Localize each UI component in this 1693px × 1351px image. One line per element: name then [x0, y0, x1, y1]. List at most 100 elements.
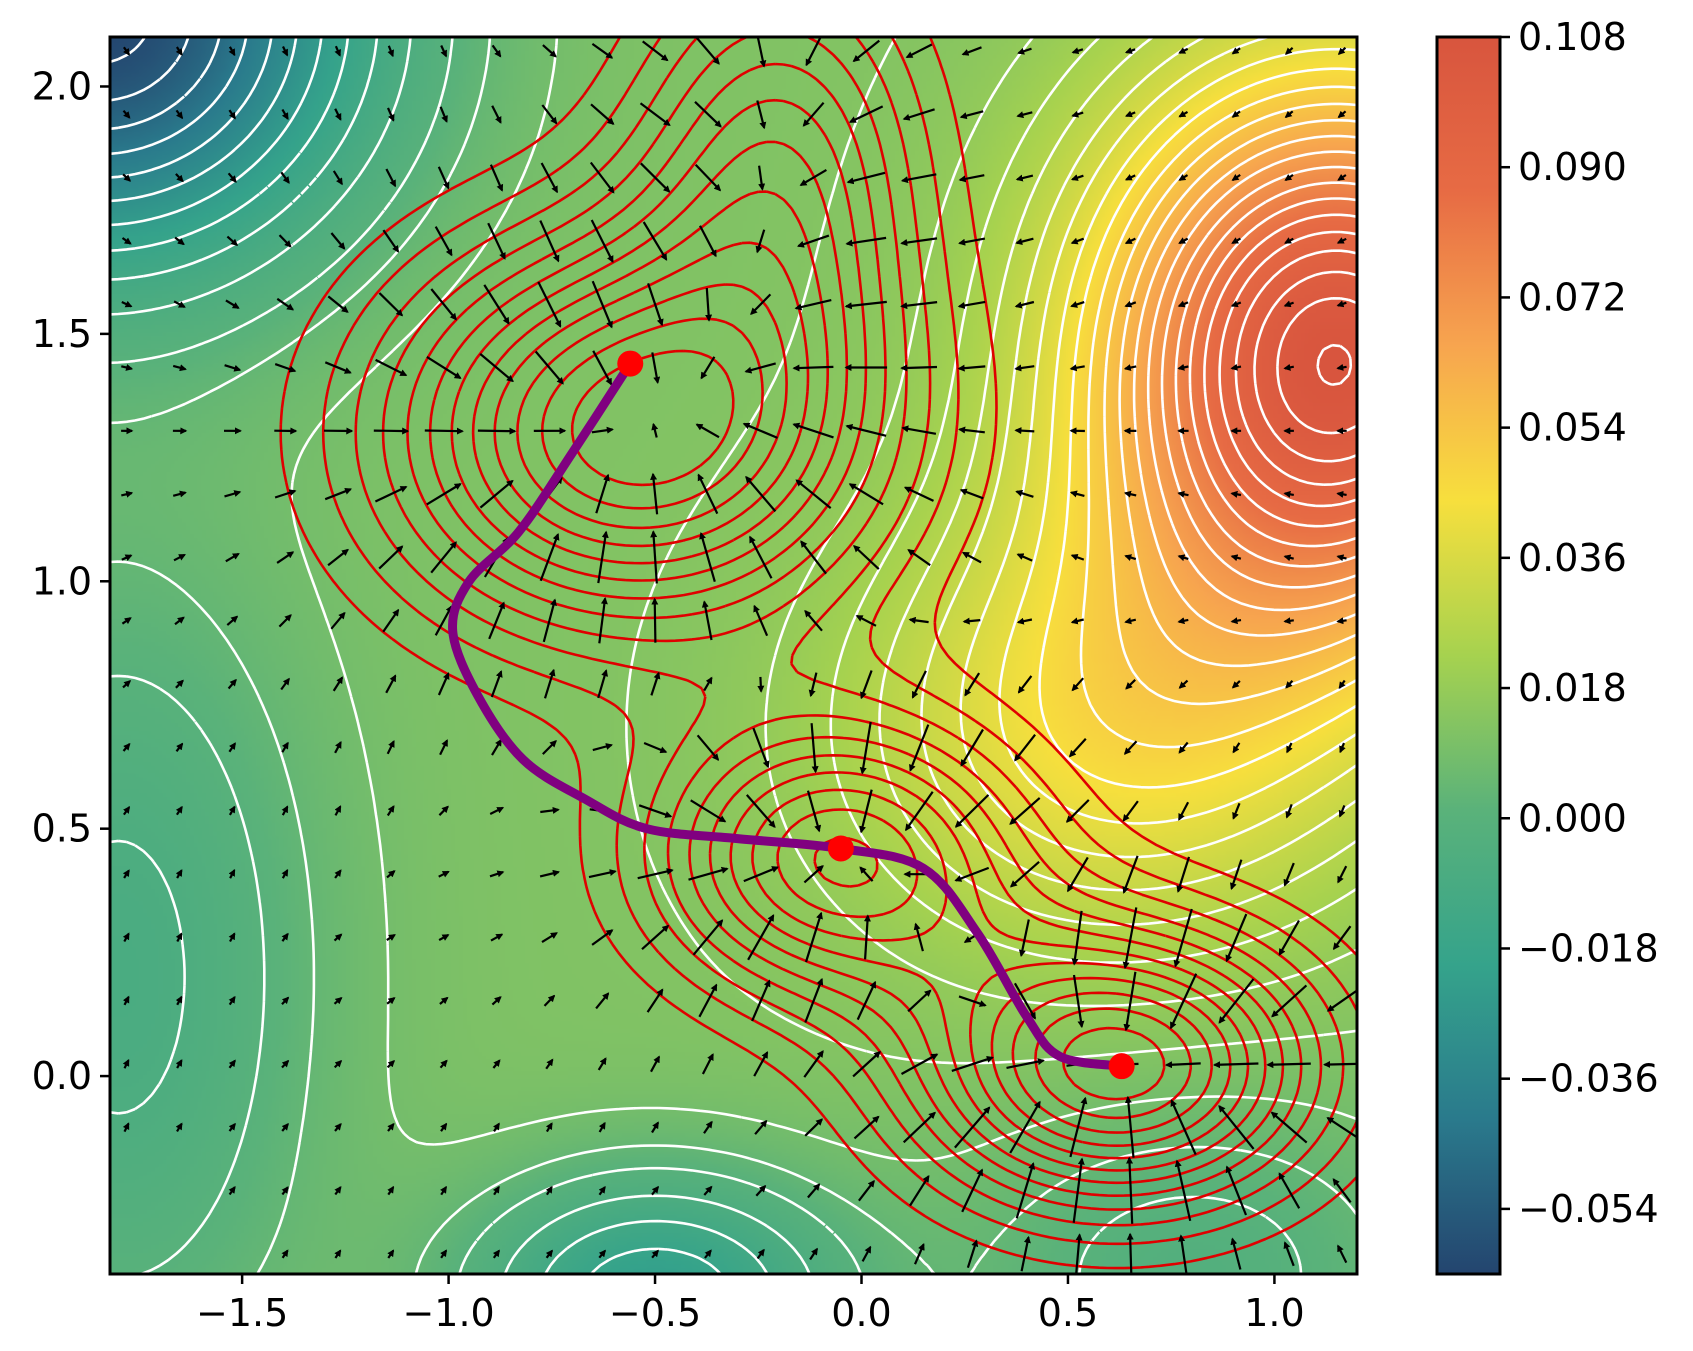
gradient-arrow — [122, 46, 131, 56]
gradient-arrow — [859, 789, 873, 834]
gradient-arrow — [1284, 237, 1294, 244]
gradient-arrow — [1018, 919, 1030, 957]
x-tick-label: −1.5 — [196, 1291, 288, 1335]
trajectory-path — [448, 359, 1127, 1071]
gradient-arrow — [959, 110, 984, 120]
negative-contours — [110, 37, 1303, 1274]
gradient-arrow — [489, 870, 505, 878]
gradient-arrow — [1069, 1096, 1088, 1158]
gradient-arrow — [1016, 111, 1033, 119]
gradient-arrow — [697, 473, 719, 515]
gradient-arrow — [1278, 919, 1300, 956]
gradient-arrow — [491, 996, 502, 1006]
gradient-arrow — [386, 805, 395, 817]
gradient-arrow — [539, 869, 560, 878]
gradient-arrow — [650, 671, 661, 696]
gradient-arrow — [437, 672, 450, 696]
gradient-arrow — [1326, 989, 1357, 1012]
gradient-arrow — [122, 995, 130, 1006]
gradient-arrow — [1229, 859, 1243, 891]
colorbar: 0.108 0.090 0.072 0.054 0.036 0.018 0.000 −0.01… — [1435, 15, 1659, 1276]
gradient-arrow — [1070, 617, 1084, 625]
gradient-arrow — [281, 805, 289, 816]
gradient-arrow — [808, 672, 818, 698]
gradient-arrow — [1230, 300, 1242, 308]
gradient-arrow — [334, 1249, 342, 1259]
gradient-arrow — [278, 234, 292, 248]
gradient-arrow — [1231, 110, 1241, 118]
gradient-arrow — [641, 924, 670, 951]
gradient-arrow — [542, 740, 557, 755]
gradient-arrow — [911, 670, 927, 699]
gradient-arrow — [1072, 974, 1085, 1029]
colorbar-tick-label: 0.090 — [1518, 145, 1627, 189]
gradient-arrow — [281, 996, 290, 1005]
gradient-arrow — [439, 996, 449, 1005]
gradient-arrow — [439, 106, 448, 123]
colorbar-tick-label: 0.108 — [1518, 15, 1627, 59]
gradient-arrow — [438, 805, 449, 816]
gradient-arrow — [1020, 1235, 1031, 1272]
gradient-arrow — [228, 46, 236, 57]
marker-points — [617, 350, 1135, 1080]
gradient-arrow — [1017, 675, 1033, 694]
gradient-arrow — [1176, 856, 1191, 893]
gradient-arrow — [957, 300, 986, 309]
gradient-arrow — [121, 617, 132, 625]
gradient-arrow — [281, 1123, 289, 1132]
gradient-arrow — [1178, 47, 1189, 54]
gradient-arrow — [1332, 925, 1352, 951]
gradient-arrow — [386, 870, 396, 879]
gradient-arrow — [1284, 173, 1294, 182]
gradient-arrow — [1014, 364, 1035, 372]
gradient-arrow — [1177, 363, 1189, 371]
gradient-arrow — [1173, 908, 1193, 968]
positive-contour-line — [1234, 249, 1357, 486]
gradient-arrow — [744, 362, 776, 374]
gradient-arrow — [175, 805, 183, 816]
gradient-arrow — [958, 426, 985, 434]
negative-contour-line — [110, 37, 769, 1274]
gradient-arrow — [962, 617, 981, 625]
gradient-arrow — [122, 869, 130, 879]
gradient-arrow — [280, 677, 290, 691]
gradient-arrow — [228, 109, 236, 120]
gradient-arrow — [430, 288, 457, 321]
gradient-arrow — [794, 299, 832, 311]
gradient-arrow — [1336, 490, 1347, 498]
negative-contour-line — [110, 37, 811, 1274]
gradient-arrow — [1283, 1241, 1295, 1267]
gradient-arrow — [913, 922, 924, 952]
gradient-arrow — [1015, 489, 1034, 498]
gradient-arrow — [642, 40, 669, 62]
gradient-arrow — [1336, 237, 1347, 244]
gradient-arrow — [752, 727, 770, 769]
gradient-arrow — [542, 598, 557, 643]
gradient-arrow — [1231, 680, 1241, 689]
gradient-arrow — [324, 361, 352, 374]
gradient-arrow — [646, 988, 664, 1013]
gradient-arrow — [695, 423, 720, 439]
gradient-arrow — [1336, 300, 1347, 308]
gradient-arrow — [650, 1055, 661, 1073]
gradient-arrow — [750, 293, 772, 316]
gradient-arrow — [1066, 856, 1089, 893]
gradient-arrow — [1177, 617, 1189, 625]
gradient-arrow — [804, 977, 824, 1023]
gradient-arrow — [1283, 554, 1294, 562]
gradient-arrow — [848, 105, 884, 123]
gradient-arrow — [440, 1249, 448, 1259]
gradient-arrow — [228, 1186, 236, 1196]
gradient-arrow — [745, 475, 777, 513]
gradient-arrow — [806, 790, 822, 833]
gradient-arrow — [1124, 617, 1137, 625]
gradient-arrow — [274, 489, 297, 499]
gradient-arrow — [703, 1185, 713, 1196]
gradient-arrow — [281, 741, 289, 753]
colorbar-ticks: 0.108 0.090 0.072 0.054 0.036 0.018 0.000 −0.01… — [1500, 15, 1659, 1231]
negative-contour-line — [110, 37, 323, 227]
gradient-arrow — [374, 485, 408, 503]
gradient-arrow — [1230, 554, 1242, 562]
gradient-arrow — [545, 1122, 553, 1133]
gradient-arrow — [545, 1058, 554, 1070]
